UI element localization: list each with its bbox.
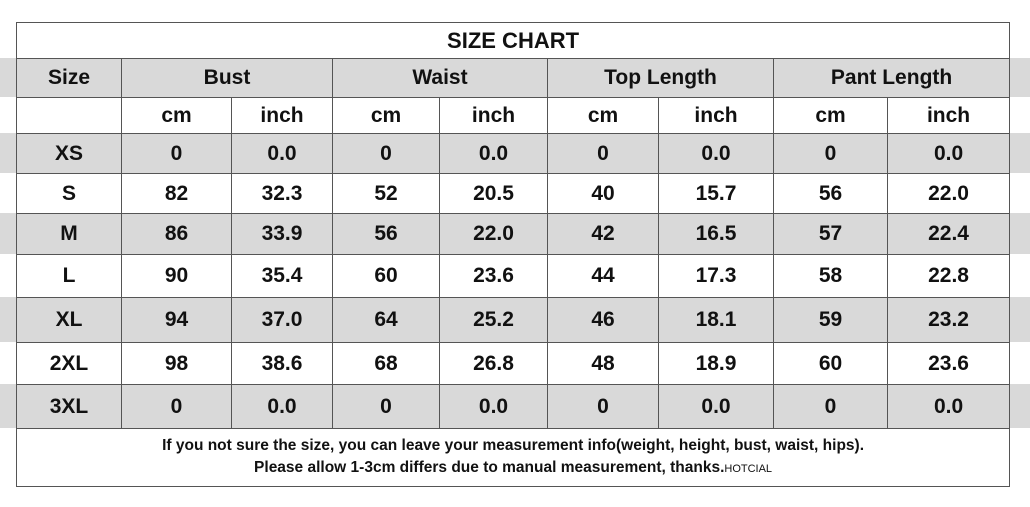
value-cell: 0.0 [231,384,333,429]
value-cell: 60 [332,254,440,298]
size-label: XS [16,133,122,174]
unit-cell: cm [547,97,659,134]
table-row: XS 0 0.0 0 0.0 0 0.0 0 0.0 [16,133,1011,174]
value-cell: 0.0 [439,133,548,174]
value-cell: 42 [547,213,659,255]
unit-cell: cm [332,97,440,134]
value-cell: 22.8 [886,254,1011,298]
value-cell: 44 [547,254,659,298]
value-cell: 0.0 [658,384,774,429]
value-cell: 0.0 [886,384,1011,429]
value-cell: 0 [773,384,888,429]
unit-cell: cm [121,97,232,134]
size-label: M [16,213,122,255]
value-cell: 25.2 [439,297,548,343]
footer-note: If you not sure the size, you can leave … [15,428,1011,487]
value-cell: 0 [121,384,232,429]
value-cell: 0 [547,384,659,429]
value-cell: 0 [773,133,888,174]
table-row: 3XL 0 0.0 0 0.0 0 0.0 0 0.0 [16,384,1011,429]
value-cell: 35.4 [231,254,333,298]
value-cell: 59 [773,297,888,343]
value-cell: 48 [547,342,659,385]
value-cell: 56 [332,213,440,255]
table-row: Size Bust Waist Top Length Pant Length [16,58,1011,98]
value-cell: 23.6 [439,254,548,298]
value-cell: 0 [547,133,659,174]
value-cell: 38.6 [231,342,333,385]
unit-cell: inch [231,97,333,134]
size-label: 3XL [16,384,122,429]
group-header: Pant Length [772,58,1011,98]
footer-line: Please allow 1-3cm differs due to manual… [17,457,1009,480]
footer-text: If you not sure the size, you can leave … [162,437,865,454]
table-title: SIZE CHART [15,22,1011,59]
header-cell: Size [16,58,122,98]
unit-cell: inch [658,97,774,134]
table-row: SIZE CHART [15,22,1011,59]
value-cell: 82 [121,173,232,214]
value-cell: 40 [547,173,659,214]
value-cell: 18.1 [658,297,774,343]
value-cell: 52 [332,173,440,214]
value-cell: 26.8 [439,342,548,385]
size-label: 2XL [16,342,122,385]
value-cell: 68 [332,342,440,385]
value-cell: 33.9 [231,213,333,255]
value-cell: 90 [121,254,232,298]
value-cell: 64 [332,297,440,343]
brand-text: HOTCIAL [724,463,773,475]
value-cell: 0 [332,384,440,429]
group-header: Top Length [547,58,774,98]
group-header: Bust [121,58,333,98]
value-cell: 0.0 [886,133,1011,174]
size-label: L [16,254,122,298]
footer-text: Please allow 1-3cm differs due to manual… [254,459,725,476]
value-cell: 22.0 [886,173,1011,214]
table-row: S 82 32.3 52 20.5 40 15.7 56 22.0 [16,173,1011,214]
value-cell: 32.3 [231,173,333,214]
table-row: If you not sure the size, you can leave … [15,428,1011,487]
unit-cell: inch [439,97,548,134]
table-row: 2XL 98 38.6 68 26.8 48 18.9 60 23.6 [16,342,1011,385]
value-cell: 60 [773,342,888,385]
value-cell: 23.6 [886,342,1011,385]
value-cell: 0 [121,133,232,174]
value-cell: 98 [121,342,232,385]
value-cell: 16.5 [658,213,774,255]
group-header: Waist [332,58,548,98]
table-row: L 90 35.4 60 23.6 44 17.3 58 22.8 [16,254,1011,298]
value-cell: 0 [332,133,440,174]
value-cell: 0.0 [231,133,333,174]
blank-cell [16,97,122,134]
value-cell: 0.0 [658,133,774,174]
value-cell: 94 [121,297,232,343]
unit-cell: inch [886,97,1011,134]
size-table: SIZE CHART Size Bust Waist Top Length Pant Le… [15,22,1011,487]
size-label: S [16,173,122,214]
value-cell: 23.2 [886,297,1011,343]
size-label: XL [16,297,122,343]
table-row: cm inch cm inch cm inch cm inch [16,97,1011,134]
footer-line: If you not sure the size, you can leave … [17,435,1009,457]
table-row: XL 94 37.0 64 25.2 46 18.1 59 23.2 [16,297,1011,343]
value-cell: 37.0 [231,297,333,343]
value-cell: 22.0 [439,213,548,255]
value-cell: 18.9 [658,342,774,385]
value-cell: 86 [121,213,232,255]
value-cell: 15.7 [658,173,774,214]
value-cell: 56 [773,173,888,214]
value-cell: 57 [773,213,888,255]
value-cell: 0.0 [439,384,548,429]
value-cell: 46 [547,297,659,343]
value-cell: 20.5 [439,173,548,214]
unit-cell: cm [773,97,888,134]
value-cell: 22.4 [886,213,1011,255]
value-cell: 58 [773,254,888,298]
table-row: M 86 33.9 56 22.0 42 16.5 57 22.4 [16,213,1011,255]
value-cell: 17.3 [658,254,774,298]
